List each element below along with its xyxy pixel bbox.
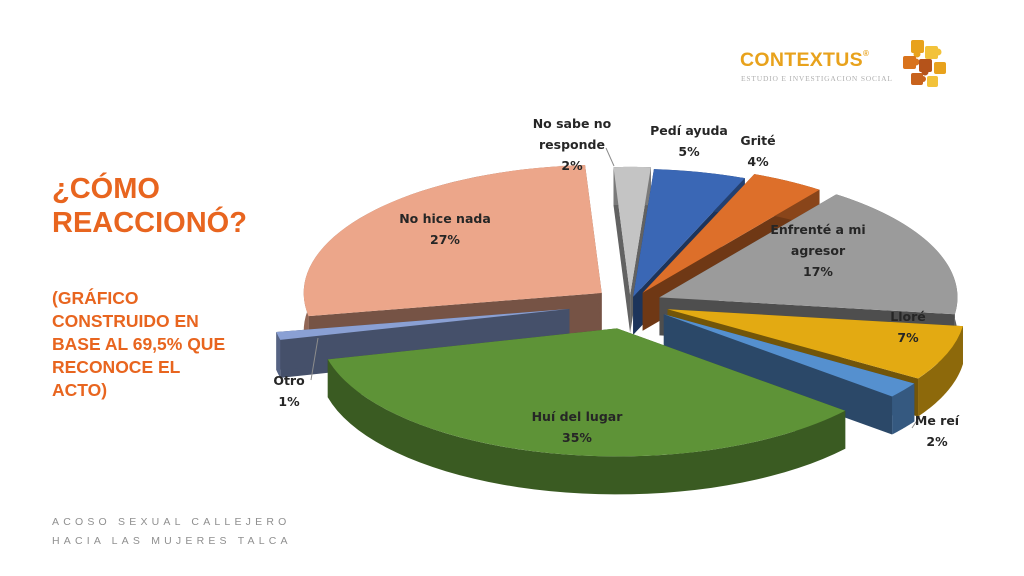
slice-label-8: No sabe no responde 2%: [533, 116, 612, 173]
leader-line-4: [911, 415, 921, 429]
slice-label-3: Lloré 7%: [890, 309, 925, 345]
pie-slice-4: [663, 314, 915, 435]
slice-label-7: No hice nada 27%: [399, 211, 491, 247]
logo-tagline: ESTUDIO E INVESTIGACION SOCIAL: [741, 74, 893, 83]
slice-label-2: Enfrenté a mi agresor 17%: [770, 222, 865, 279]
slice-label-6: Otro 1%: [273, 373, 305, 409]
slice-label-1: Grité 4%: [740, 133, 775, 169]
puzzle-pieces-icon: [903, 40, 946, 87]
logo-name: CONTEXTUS®: [740, 49, 870, 71]
leader-line-8: [605, 147, 615, 167]
footer-line-2: HACIA LAS MUJERES TALCA: [52, 535, 292, 547]
slice-label-4: Me reí 2%: [915, 413, 960, 449]
pie-slice-8: [613, 166, 651, 333]
leader-line-6: [310, 337, 319, 381]
slide-subtitle: (GRÁFICO CONSTRUIDO EN BASE AL 69,5% QUE…: [52, 288, 226, 400]
pie-slice-5: [327, 328, 846, 495]
slice-label-0: Pedí ayuda 5%: [650, 123, 728, 159]
slice-label-5: Huí del lugar 35%: [532, 409, 624, 445]
contextus-logo: CONTEXTUS® ESTUDIO E INVESTIGACION SOCIA…: [740, 38, 952, 90]
slide-title: ¿CÓMO REACCIONÓ?: [52, 173, 247, 239]
footer-line-1: ACOSO SEXUAL CALLEJERO: [52, 516, 291, 528]
